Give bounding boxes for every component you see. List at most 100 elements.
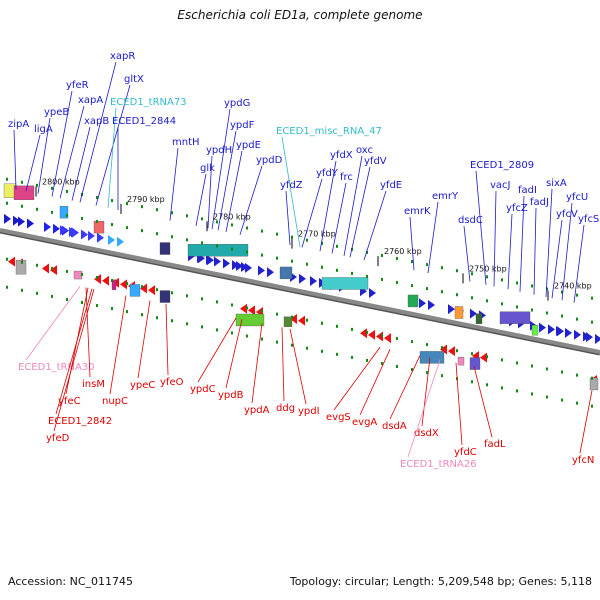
tick-dot [246,226,248,230]
gene-label-eced1_trna26[interactable]: ECED1_tRNA26 [400,459,477,470]
gene-labels[interactable]: zipA ligA ypeB yfeR xapA xapB xapR gltX ECED1_tR… [8,51,599,470]
gene-label-ypdg[interactable]: ypdG [224,98,250,109]
tick-dot [276,312,278,316]
tick-dot [96,276,98,280]
gene-label-fadj[interactable]: fadJ [530,197,549,208]
gene-label-fadl[interactable]: fadL [484,439,506,450]
gene-label-zipa[interactable]: zipA [8,119,29,130]
gene-label-gltx[interactable]: gltX [124,74,144,85]
tick-dot [501,358,503,362]
gene-label-eced1_trna30[interactable]: ECED1_tRNA30 [18,362,95,373]
gene-label-vacj[interactable]: vacJ [490,180,511,191]
gene-label-nupc[interactable]: nupC [102,396,128,407]
gene-label-yfdy[interactable]: yfdY [316,168,339,179]
forward-gene-arrow [310,276,317,287]
gene-label-ddg[interactable]: ddg [276,403,295,414]
tick-dot [21,204,23,208]
backbone [0,228,600,354]
gene-label-ypdb[interactable]: ypdB [218,390,244,401]
tick-dot [186,294,188,298]
gene-label-emrk[interactable]: emrK [404,206,431,217]
forward-gene-arrow [586,332,593,343]
gene-label-yfeo[interactable]: yfeO [160,377,184,388]
gene-label-eced1_trna73[interactable]: ECED1_tRNA73 [110,97,187,108]
tick-dot [51,266,53,270]
gene-label-ypdd[interactable]: ypdD [256,155,283,166]
gene-label-yfec[interactable]: yfeC [58,396,81,407]
gene-leader-line [551,219,563,299]
gene-label-yfcs[interactable]: yfcS [578,214,599,225]
gene-label-glk[interactable]: glk [200,163,215,174]
tick-dot [381,277,383,281]
gene-label-yfed[interactable]: yfeD [46,433,70,444]
gene-label-sixa[interactable]: sixA [546,178,567,189]
gene-label-ypda[interactable]: ypdA [244,405,270,416]
gene-label-xapa[interactable]: xapA [78,95,103,106]
reverse-gene-block [469,357,481,370]
gene-label-ypdh[interactable]: ypdH [206,145,232,156]
gene-label-xapb[interactable]: xapB [84,116,109,127]
gene-label-eced1_2842[interactable]: ECED1_2842 [48,416,112,427]
reverse-gene-block [283,316,293,327]
tick-dot [291,343,293,347]
gene-label-ypeb[interactable]: ypeB [44,107,69,118]
gene-label-xapr[interactable]: xapR [110,51,135,62]
gene-label-fadi[interactable]: fadI [518,185,537,196]
gene-label-evgs[interactable]: evgS [326,412,351,423]
genome-summary-text: Topology: circular; Length: 5,209,548 bp… [289,575,592,588]
tick-dot [321,349,323,353]
tick-dot [36,263,38,267]
gene-label-eced1_2844[interactable]: ECED1_2844 [112,116,176,127]
gene-label-liga[interactable]: ligA [34,124,53,135]
gene-label-evga[interactable]: evgA [352,417,377,428]
gene-label-dsda[interactable]: dsdA [382,421,407,432]
gene-leader-line [25,134,41,192]
gene-label-dsdx[interactable]: dsdX [414,428,439,439]
gene-label-yfdv[interactable]: yfdV [364,156,387,167]
gene-label-mnth[interactable]: mntH [172,137,200,148]
gene-label-yfde[interactable]: yfdE [380,180,402,191]
gene-label-yfcu[interactable]: yfcU [566,192,588,203]
gene-label-insm[interactable]: insM [82,379,105,390]
tick-dot [51,186,53,190]
tick-dot [36,207,38,211]
gene-leader-line [107,107,117,208]
gene-label-yfer[interactable]: yfeR [66,80,89,91]
gene-leader-line [53,289,95,432]
reverse-gene-block [159,290,171,303]
gene-leader-line [197,317,237,383]
gene-label-ypde[interactable]: ypdE [236,140,261,151]
tick-dot [486,299,488,303]
gene-label-yfdz[interactable]: yfdZ [280,180,303,191]
gene-label-emry[interactable]: emrY [432,191,459,202]
gene-label-oxc[interactable]: oxc [356,145,373,156]
reverse-gene-arrow [42,263,49,274]
reverse-gene-arrow [50,265,57,276]
gene-label-dsdc[interactable]: dsdC [458,215,483,226]
tick-dot [21,260,23,264]
tick-dot [531,308,533,312]
gene-label-yfdc[interactable]: yfdC [454,447,477,458]
gene-label-eced1_2809[interactable]: ECED1_2809 [470,160,534,171]
gene-label-ypdc[interactable]: ypdC [190,384,216,395]
tick-dot [321,265,323,269]
gene-label-yfcv[interactable]: yfcV [556,209,578,220]
kbp-tick-label: 2760 kbp [384,247,422,256]
gene-label-frc[interactable]: frc [340,172,353,183]
forward-gene-block [159,242,171,255]
forward-gene-arrow [72,227,79,238]
gene-label-yfcz[interactable]: yfcZ [506,203,528,214]
tick-dot [66,269,68,273]
reverse-gene-arrow [140,283,147,294]
tick-dot [426,287,428,291]
tick-dot [336,352,338,356]
tick-dot [411,368,413,372]
gene-label-ypdi[interactable]: ypdI [298,406,320,417]
gene-label-yfdx[interactable]: yfdX [330,150,353,161]
gene-label-ypec[interactable]: ypeC [130,380,155,391]
gene-label-ypdf[interactable]: ypdF [230,120,255,131]
forward-gene-arrow [539,322,546,333]
gene-label-yfcn[interactable]: yfcN [572,455,594,466]
gene-label-eced1_misc_rna_47[interactable]: ECED1_misc_RNA_47 [276,126,382,137]
